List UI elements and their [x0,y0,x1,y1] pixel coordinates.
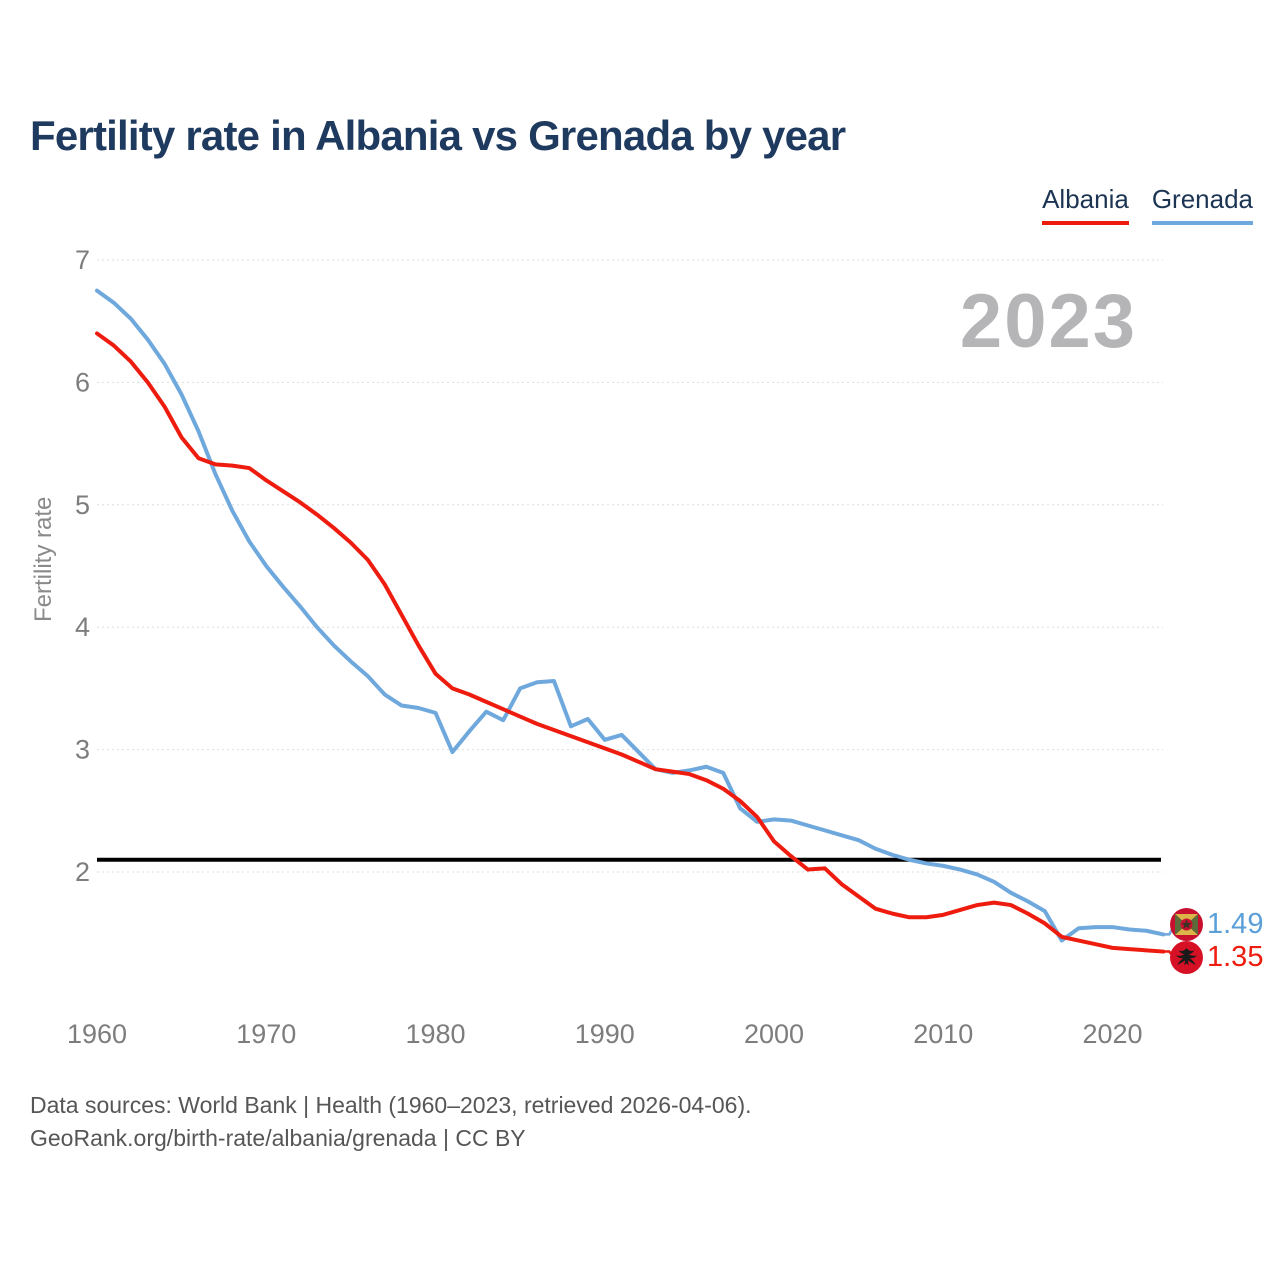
footer: Data sources: World Bank | Health (1960–… [30,1089,752,1155]
grenada-flag-icon [1170,908,1203,946]
svg-text:1990: 1990 [575,1019,635,1049]
grenada-end-value: 1.49 [1207,908,1264,940]
svg-text:6: 6 [75,367,90,397]
watermark-year: 2023 [959,279,1137,364]
svg-text:2020: 2020 [1082,1019,1142,1049]
svg-text:2: 2 [75,857,90,887]
svg-text:2000: 2000 [744,1019,804,1049]
legend: Albania Grenada [1042,184,1253,225]
footer-attribution: GeoRank.org/birth-rate/albania/grenada |… [30,1125,526,1151]
svg-text:4: 4 [75,612,90,642]
footer-sources: Data sources: World Bank | Health (1960–… [30,1092,752,1118]
svg-text:3: 3 [75,735,90,765]
legend-item-albania[interactable]: Albania [1042,184,1129,225]
svg-text:2010: 2010 [913,1019,973,1049]
legend-grenada-label: Grenada [1151,184,1253,214]
legend-albania-label: Albania [1042,184,1129,214]
page-title: Fertility rate in Albania vs Grenada by … [30,112,846,159]
svg-text:1970: 1970 [236,1019,296,1049]
svg-text:1960: 1960 [67,1019,127,1049]
svg-text:1980: 1980 [405,1019,465,1049]
albania-end-value: 1.35 [1207,941,1264,973]
legend-item-grenada[interactable]: Grenada [1151,184,1253,225]
svg-text:7: 7 [75,245,90,275]
svg-text:5: 5 [75,490,90,520]
albania-flag-icon [1170,941,1203,979]
